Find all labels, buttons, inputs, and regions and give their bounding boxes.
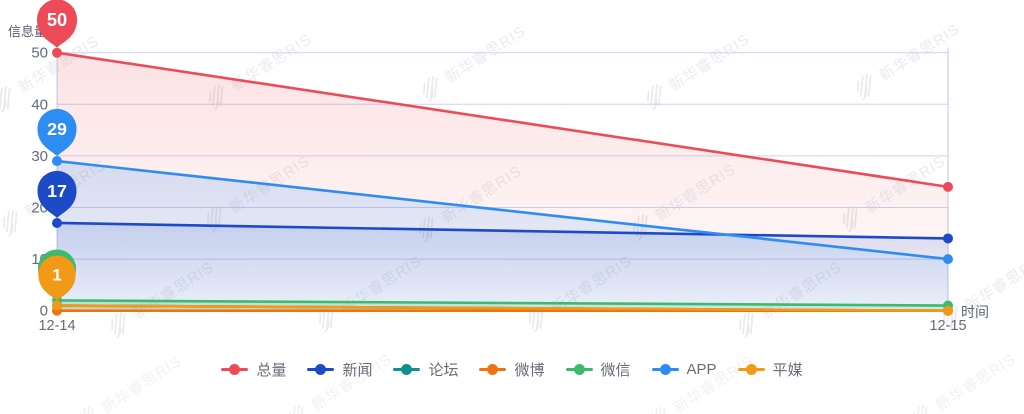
watermark-logo-icon bbox=[913, 404, 928, 414]
pin-marker-app: 29 bbox=[37, 108, 77, 157]
x-axis-title: 时间 bbox=[961, 304, 989, 320]
point-print-12-15 bbox=[943, 305, 953, 316]
line-news bbox=[55, 221, 950, 240]
legend-item-forum[interactable]: 论坛 bbox=[393, 359, 458, 380]
y-tick-label: 0 bbox=[40, 303, 48, 320]
legend-label: APP bbox=[686, 360, 717, 378]
line-wechat bbox=[55, 299, 950, 307]
point-print-12-14 bbox=[52, 300, 62, 311]
pin-value-label: 50 bbox=[47, 9, 67, 30]
legend-marker-icon bbox=[393, 363, 421, 375]
legend-marker-icon bbox=[479, 363, 507, 375]
y-tick-label: 40 bbox=[31, 96, 48, 113]
legend-label: 新闻 bbox=[342, 361, 373, 379]
line-total bbox=[55, 51, 950, 189]
pin-marker-news: 17 bbox=[37, 170, 77, 218]
line-app bbox=[55, 159, 950, 261]
x-tick-label-12-15: 12-15 bbox=[929, 318, 966, 334]
x-tick-label-12-14: 12-14 bbox=[38, 318, 75, 334]
point-news-12-15 bbox=[943, 233, 953, 244]
legend-marker-icon bbox=[307, 363, 335, 375]
legend-label: 平媒 bbox=[772, 361, 803, 379]
pin-marker-total: 50 bbox=[36, 0, 78, 48]
point-total-12-15 bbox=[943, 181, 953, 192]
legend-item-total[interactable]: 总量 bbox=[221, 359, 286, 380]
legend-item-wechat[interactable]: 微信 bbox=[565, 359, 631, 380]
legend-item-app[interactable]: APP bbox=[651, 360, 717, 378]
pin-value-label: 17 bbox=[47, 181, 67, 201]
legend-label: 总量 bbox=[256, 361, 287, 379]
legend-label: 论坛 bbox=[428, 361, 459, 379]
legend-label: 微博 bbox=[514, 361, 545, 379]
legend: 总量 新闻 论坛 微博 微信 APP 平媒 bbox=[0, 354, 1024, 384]
legend-item-news[interactable]: 新闻 bbox=[307, 359, 372, 380]
legend-marker-icon bbox=[651, 363, 679, 375]
legend-marker-icon bbox=[221, 363, 249, 375]
legend-item-weibo[interactable]: 微博 bbox=[479, 359, 545, 380]
legend-label: 微信 bbox=[600, 361, 631, 379]
point-app-12-14 bbox=[52, 156, 62, 167]
point-news-12-14 bbox=[52, 217, 62, 228]
pin-marker-print: 1 bbox=[38, 255, 76, 301]
pin-value-label: 1 bbox=[52, 266, 61, 285]
legend-item-print[interactable]: 平媒 bbox=[737, 359, 803, 380]
legend-marker-icon bbox=[565, 363, 593, 375]
y-tick-label: 30 bbox=[31, 148, 48, 165]
pin-value-label: 29 bbox=[47, 119, 67, 139]
legend-marker-icon bbox=[737, 363, 765, 375]
watermark-logo-icon bbox=[651, 406, 666, 414]
watermark-logo-icon bbox=[79, 406, 94, 414]
point-app-12-15 bbox=[943, 254, 953, 265]
area-app bbox=[57, 161, 948, 311]
y-tick-label: 50 bbox=[31, 45, 48, 62]
line-print bbox=[55, 304, 950, 313]
watermark-logo-icon bbox=[289, 404, 304, 414]
point-total-12-14 bbox=[52, 47, 62, 58]
